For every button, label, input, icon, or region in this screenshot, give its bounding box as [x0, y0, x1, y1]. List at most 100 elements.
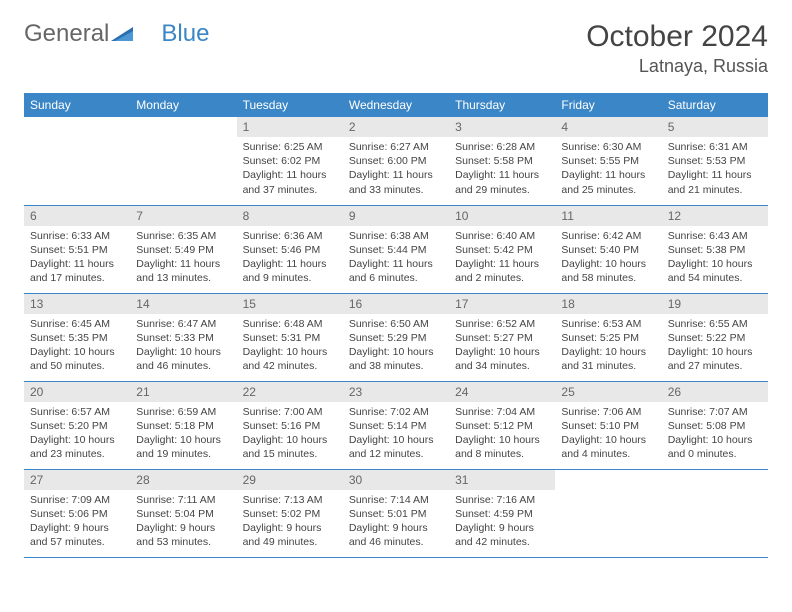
calendar-cell: 2Sunrise: 6:27 AMSunset: 6:00 PMDaylight…	[343, 117, 449, 205]
column-header: Wednesday	[343, 93, 449, 117]
day-number: 3	[449, 117, 555, 137]
calendar-cell: 22Sunrise: 7:00 AMSunset: 5:16 PMDayligh…	[237, 381, 343, 469]
logo-text-general: General	[24, 20, 109, 48]
day-details: Sunrise: 6:25 AMSunset: 6:02 PMDaylight:…	[237, 137, 343, 201]
month-title: October 2024	[586, 20, 768, 54]
day-number: 26	[662, 382, 768, 402]
calendar-cell: 8Sunrise: 6:36 AMSunset: 5:46 PMDaylight…	[237, 205, 343, 293]
column-header: Sunday	[24, 93, 130, 117]
day-number: 14	[130, 294, 236, 314]
calendar-cell: 11Sunrise: 6:42 AMSunset: 5:40 PMDayligh…	[555, 205, 661, 293]
day-number: 25	[555, 382, 661, 402]
day-number: 30	[343, 470, 449, 490]
calendar-cell: 1Sunrise: 6:25 AMSunset: 6:02 PMDaylight…	[237, 117, 343, 205]
day-details: Sunrise: 6:30 AMSunset: 5:55 PMDaylight:…	[555, 137, 661, 201]
logo-triangle-icon	[111, 20, 133, 48]
day-number: 12	[662, 206, 768, 226]
column-header: Saturday	[662, 93, 768, 117]
day-details: Sunrise: 7:02 AMSunset: 5:14 PMDaylight:…	[343, 402, 449, 466]
calendar-week-row: 20Sunrise: 6:57 AMSunset: 5:20 PMDayligh…	[24, 381, 768, 469]
day-details: Sunrise: 6:35 AMSunset: 5:49 PMDaylight:…	[130, 226, 236, 290]
day-number: 29	[237, 470, 343, 490]
calendar-cell	[555, 469, 661, 557]
calendar-body: 1Sunrise: 6:25 AMSunset: 6:02 PMDaylight…	[24, 117, 768, 557]
calendar-week-row: 6Sunrise: 6:33 AMSunset: 5:51 PMDaylight…	[24, 205, 768, 293]
day-details: Sunrise: 6:59 AMSunset: 5:18 PMDaylight:…	[130, 402, 236, 466]
calendar-header-row: SundayMondayTuesdayWednesdayThursdayFrid…	[24, 93, 768, 117]
calendar-cell: 9Sunrise: 6:38 AMSunset: 5:44 PMDaylight…	[343, 205, 449, 293]
day-number: 17	[449, 294, 555, 314]
calendar-cell: 28Sunrise: 7:11 AMSunset: 5:04 PMDayligh…	[130, 469, 236, 557]
day-number: 15	[237, 294, 343, 314]
column-header: Thursday	[449, 93, 555, 117]
day-number: 23	[343, 382, 449, 402]
day-details: Sunrise: 6:31 AMSunset: 5:53 PMDaylight:…	[662, 137, 768, 201]
day-details: Sunrise: 6:48 AMSunset: 5:31 PMDaylight:…	[237, 314, 343, 378]
column-header: Tuesday	[237, 93, 343, 117]
calendar-cell: 31Sunrise: 7:16 AMSunset: 4:59 PMDayligh…	[449, 469, 555, 557]
calendar-cell: 26Sunrise: 7:07 AMSunset: 5:08 PMDayligh…	[662, 381, 768, 469]
day-number: 2	[343, 117, 449, 137]
calendar-cell: 30Sunrise: 7:14 AMSunset: 5:01 PMDayligh…	[343, 469, 449, 557]
calendar-week-row: 27Sunrise: 7:09 AMSunset: 5:06 PMDayligh…	[24, 469, 768, 557]
calendar-cell: 24Sunrise: 7:04 AMSunset: 5:12 PMDayligh…	[449, 381, 555, 469]
day-details: Sunrise: 7:06 AMSunset: 5:10 PMDaylight:…	[555, 402, 661, 466]
calendar-cell: 4Sunrise: 6:30 AMSunset: 5:55 PMDaylight…	[555, 117, 661, 205]
day-details: Sunrise: 7:04 AMSunset: 5:12 PMDaylight:…	[449, 402, 555, 466]
day-number: 1	[237, 117, 343, 137]
day-number: 11	[555, 206, 661, 226]
day-details: Sunrise: 6:36 AMSunset: 5:46 PMDaylight:…	[237, 226, 343, 290]
logo: General Blue	[24, 20, 209, 48]
logo-text-blue: Blue	[161, 20, 209, 48]
day-details: Sunrise: 6:53 AMSunset: 5:25 PMDaylight:…	[555, 314, 661, 378]
day-number: 8	[237, 206, 343, 226]
day-number: 9	[343, 206, 449, 226]
day-details: Sunrise: 7:16 AMSunset: 4:59 PMDaylight:…	[449, 490, 555, 554]
day-number: 5	[662, 117, 768, 137]
day-number: 16	[343, 294, 449, 314]
calendar-cell	[130, 117, 236, 205]
calendar-cell: 18Sunrise: 6:53 AMSunset: 5:25 PMDayligh…	[555, 293, 661, 381]
calendar-cell: 3Sunrise: 6:28 AMSunset: 5:58 PMDaylight…	[449, 117, 555, 205]
calendar-cell: 12Sunrise: 6:43 AMSunset: 5:38 PMDayligh…	[662, 205, 768, 293]
day-details: Sunrise: 7:09 AMSunset: 5:06 PMDaylight:…	[24, 490, 130, 554]
title-block: October 2024 Latnaya, Russia	[586, 20, 768, 77]
calendar-cell: 16Sunrise: 6:50 AMSunset: 5:29 PMDayligh…	[343, 293, 449, 381]
calendar-cell: 20Sunrise: 6:57 AMSunset: 5:20 PMDayligh…	[24, 381, 130, 469]
day-details: Sunrise: 6:40 AMSunset: 5:42 PMDaylight:…	[449, 226, 555, 290]
day-number: 6	[24, 206, 130, 226]
location: Latnaya, Russia	[586, 56, 768, 77]
day-details: Sunrise: 7:13 AMSunset: 5:02 PMDaylight:…	[237, 490, 343, 554]
day-details: Sunrise: 7:11 AMSunset: 5:04 PMDaylight:…	[130, 490, 236, 554]
day-number: 21	[130, 382, 236, 402]
calendar-week-row: 13Sunrise: 6:45 AMSunset: 5:35 PMDayligh…	[24, 293, 768, 381]
day-details: Sunrise: 6:57 AMSunset: 5:20 PMDaylight:…	[24, 402, 130, 466]
calendar-cell: 14Sunrise: 6:47 AMSunset: 5:33 PMDayligh…	[130, 293, 236, 381]
day-number: 4	[555, 117, 661, 137]
calendar-cell: 6Sunrise: 6:33 AMSunset: 5:51 PMDaylight…	[24, 205, 130, 293]
calendar-cell: 29Sunrise: 7:13 AMSunset: 5:02 PMDayligh…	[237, 469, 343, 557]
day-details: Sunrise: 7:14 AMSunset: 5:01 PMDaylight:…	[343, 490, 449, 554]
day-details: Sunrise: 6:50 AMSunset: 5:29 PMDaylight:…	[343, 314, 449, 378]
calendar-cell: 23Sunrise: 7:02 AMSunset: 5:14 PMDayligh…	[343, 381, 449, 469]
day-number: 7	[130, 206, 236, 226]
calendar-cell: 25Sunrise: 7:06 AMSunset: 5:10 PMDayligh…	[555, 381, 661, 469]
calendar-cell	[662, 469, 768, 557]
day-number: 19	[662, 294, 768, 314]
calendar-cell	[24, 117, 130, 205]
calendar-cell: 15Sunrise: 6:48 AMSunset: 5:31 PMDayligh…	[237, 293, 343, 381]
day-number: 13	[24, 294, 130, 314]
day-number: 24	[449, 382, 555, 402]
day-details: Sunrise: 6:52 AMSunset: 5:27 PMDaylight:…	[449, 314, 555, 378]
day-details: Sunrise: 6:38 AMSunset: 5:44 PMDaylight:…	[343, 226, 449, 290]
day-details: Sunrise: 6:33 AMSunset: 5:51 PMDaylight:…	[24, 226, 130, 290]
day-number: 20	[24, 382, 130, 402]
calendar-week-row: 1Sunrise: 6:25 AMSunset: 6:02 PMDaylight…	[24, 117, 768, 205]
calendar-cell: 5Sunrise: 6:31 AMSunset: 5:53 PMDaylight…	[662, 117, 768, 205]
day-number: 31	[449, 470, 555, 490]
calendar-cell: 17Sunrise: 6:52 AMSunset: 5:27 PMDayligh…	[449, 293, 555, 381]
calendar-cell: 13Sunrise: 6:45 AMSunset: 5:35 PMDayligh…	[24, 293, 130, 381]
header: General Blue October 2024 Latnaya, Russi…	[24, 20, 768, 77]
column-header: Monday	[130, 93, 236, 117]
calendar-cell: 7Sunrise: 6:35 AMSunset: 5:49 PMDaylight…	[130, 205, 236, 293]
